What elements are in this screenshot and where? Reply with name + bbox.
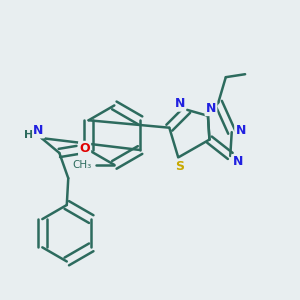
Text: N: N — [206, 102, 216, 115]
Text: H: H — [23, 130, 33, 140]
Text: N: N — [175, 98, 185, 110]
Text: N: N — [236, 124, 246, 137]
Text: CH₃: CH₃ — [73, 160, 92, 170]
Text: O: O — [79, 142, 90, 155]
Text: N: N — [33, 124, 44, 137]
Text: S: S — [175, 160, 184, 173]
Text: N: N — [232, 155, 243, 168]
